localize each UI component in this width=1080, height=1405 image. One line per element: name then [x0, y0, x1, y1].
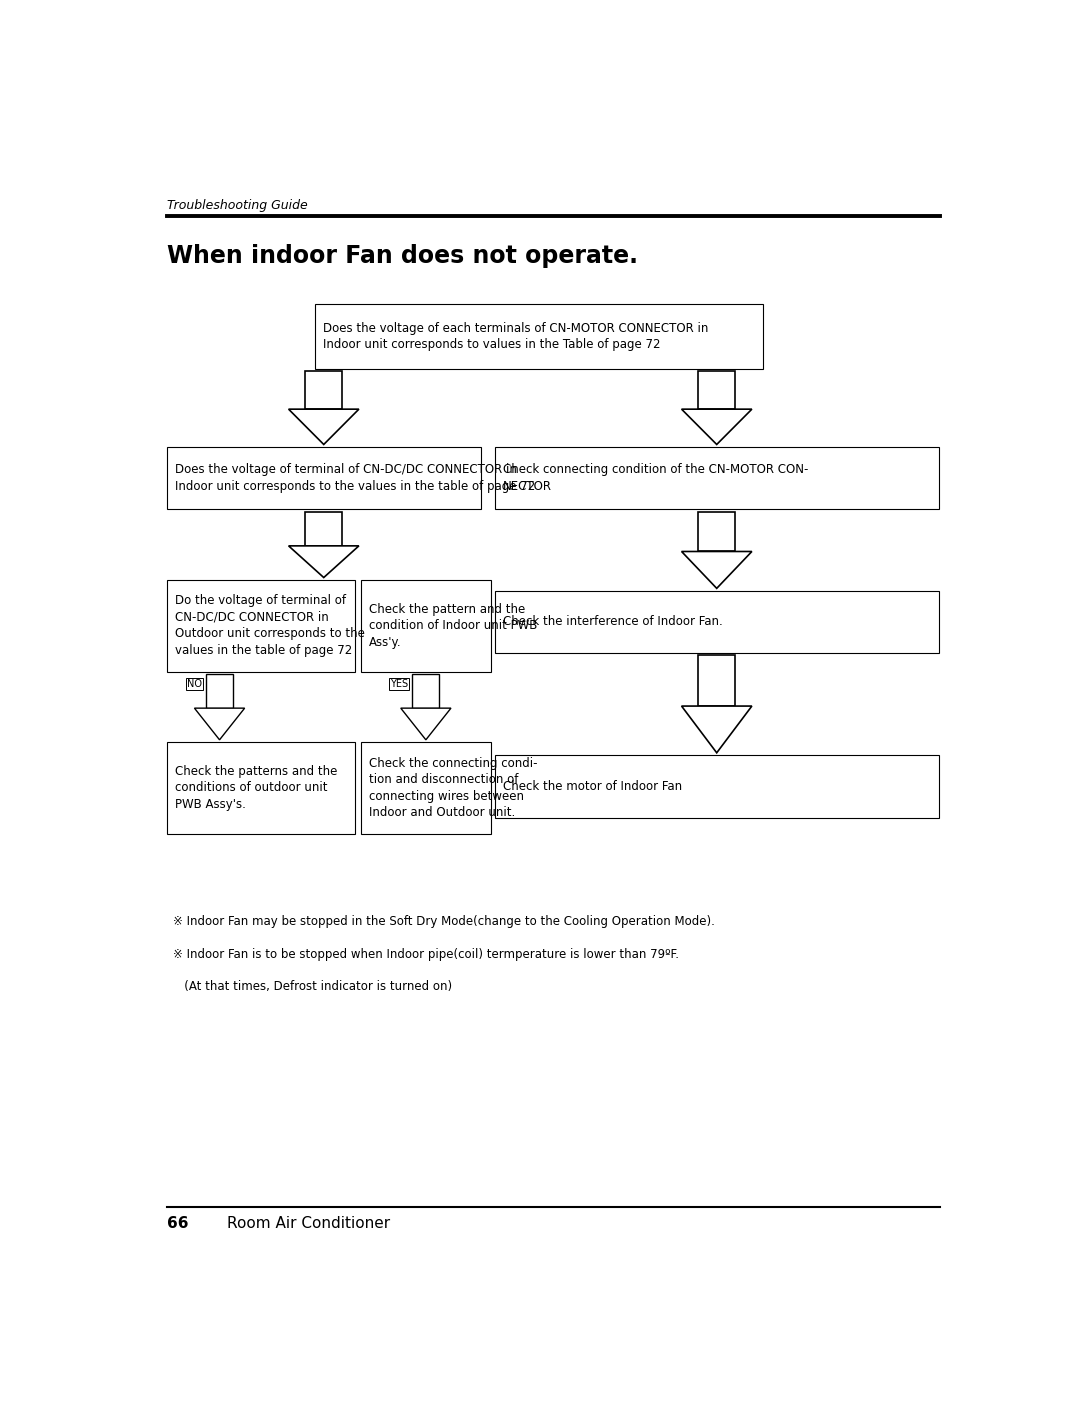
Polygon shape	[681, 707, 752, 753]
Text: When indoor Fan does not operate.: When indoor Fan does not operate.	[166, 244, 638, 268]
Polygon shape	[413, 674, 440, 708]
Text: Does the voltage of each terminals of CN-MOTOR CONNECTOR in
Indoor unit correspo: Does the voltage of each terminals of CN…	[323, 322, 708, 351]
Text: ※ Indoor Fan may be stopped in the Soft Dry Mode(change to the Cooling Operation: ※ Indoor Fan may be stopped in the Soft …	[173, 915, 715, 929]
Polygon shape	[699, 371, 735, 409]
FancyBboxPatch shape	[495, 754, 939, 818]
Text: ※ Indoor Fan is to be stopped when Indoor pipe(coil) termperature is lower than : ※ Indoor Fan is to be stopped when Indoo…	[173, 947, 678, 961]
Polygon shape	[306, 371, 342, 409]
Polygon shape	[288, 409, 359, 444]
Polygon shape	[681, 409, 752, 444]
Text: Check the patterns and the
conditions of outdoor unit
PWB Assy's.: Check the patterns and the conditions of…	[175, 764, 338, 811]
FancyBboxPatch shape	[495, 590, 939, 653]
Text: 66: 66	[166, 1215, 188, 1231]
Polygon shape	[206, 674, 233, 708]
FancyBboxPatch shape	[166, 580, 355, 672]
Polygon shape	[194, 708, 245, 740]
FancyBboxPatch shape	[361, 580, 490, 672]
Text: YES: YES	[390, 679, 408, 690]
Text: Check the interference of Indoor Fan.: Check the interference of Indoor Fan.	[503, 615, 723, 628]
Polygon shape	[699, 511, 735, 552]
Text: NO: NO	[187, 679, 202, 690]
FancyBboxPatch shape	[166, 742, 355, 835]
FancyBboxPatch shape	[495, 447, 939, 510]
Text: Check connecting condition of the CN-MOTOR CON-
NECTOR: Check connecting condition of the CN-MOT…	[503, 464, 809, 493]
Text: Check the connecting condi-
tion and disconnection of
connecting wires between
I: Check the connecting condi- tion and dis…	[369, 757, 538, 819]
Text: Do the voltage of terminal of
CN-DC/DC CONNECTOR in
Outdoor unit corresponds to : Do the voltage of terminal of CN-DC/DC C…	[175, 594, 365, 658]
Polygon shape	[699, 655, 735, 707]
FancyBboxPatch shape	[315, 303, 762, 368]
Text: Check the motor of Indoor Fan: Check the motor of Indoor Fan	[503, 780, 683, 792]
Text: Troubleshooting Guide: Troubleshooting Guide	[166, 200, 308, 212]
Polygon shape	[306, 511, 342, 547]
Text: Does the voltage of terminal of CN-DC/DC CONNECTOR in
Indoor unit corresponds to: Does the voltage of terminal of CN-DC/DC…	[175, 464, 536, 493]
FancyBboxPatch shape	[361, 742, 490, 835]
FancyBboxPatch shape	[166, 447, 481, 510]
Polygon shape	[288, 547, 359, 577]
Polygon shape	[401, 708, 451, 740]
Text: Room Air Conditioner: Room Air Conditioner	[227, 1215, 390, 1231]
Text: (At that times, Defrost indicator is turned on): (At that times, Defrost indicator is tur…	[173, 981, 451, 993]
Polygon shape	[681, 552, 752, 589]
Text: Check the pattern and the
condition of Indoor unit PWB
Ass'y.: Check the pattern and the condition of I…	[369, 603, 538, 649]
